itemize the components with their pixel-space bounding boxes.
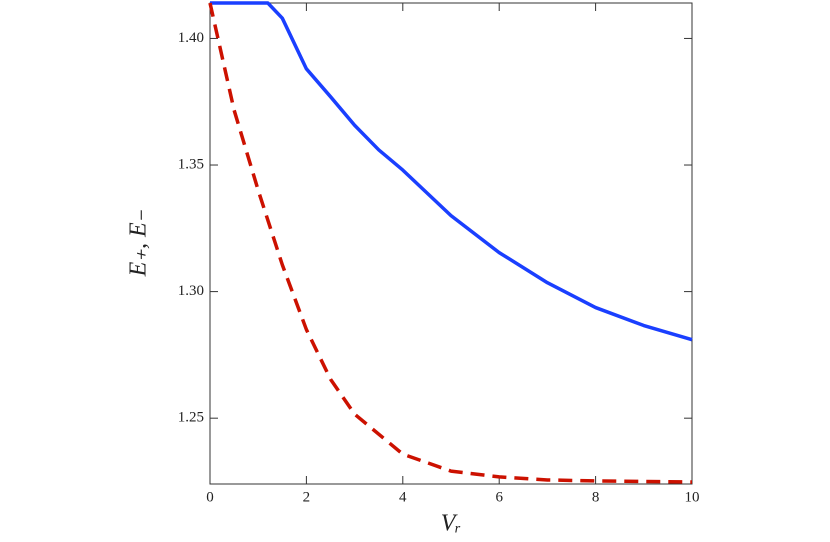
x-tick-label: 10 <box>685 489 700 505</box>
x-axis-label: Vᵣ <box>441 511 462 537</box>
x-tick-label: 4 <box>399 489 407 505</box>
series-line <box>208 2 693 484</box>
y-tick-label: 1.40 <box>178 30 204 46</box>
y-tick-label: 1.25 <box>178 410 204 426</box>
y-axis-label: E₊, E₋ <box>126 209 152 277</box>
series-line <box>210 1 693 342</box>
x-tick-label: 0 <box>206 489 214 505</box>
y-tick-label: 1.35 <box>178 156 204 172</box>
x-tick-label: 6 <box>495 489 503 505</box>
plot-frame <box>209 2 693 485</box>
x-tick-label: 8 <box>592 489 600 505</box>
y-tick-label: 1.30 <box>178 283 204 299</box>
x-tick-label: 2 <box>303 489 311 505</box>
